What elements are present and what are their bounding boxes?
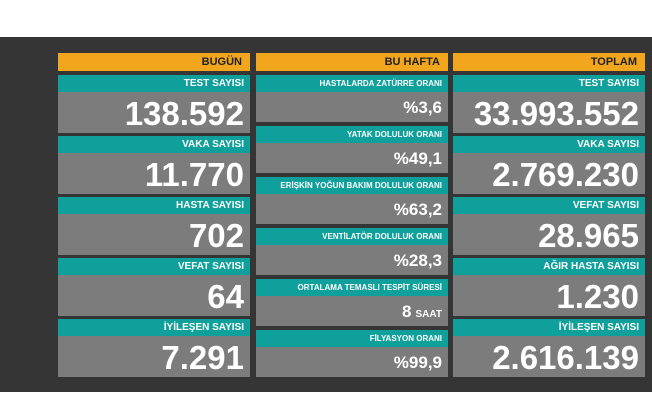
stat-label: VEFAT SAYISI [58,258,250,275]
value-text: %63,2 [393,200,442,219]
value-text: %28,3 [393,251,442,270]
stat-value: 64 [58,275,250,316]
stat-label: VAKA SAYISI [58,136,250,153]
stat-label: HASTA SAYISI [58,197,250,214]
column: BUGÜN TEST SAYISI 138.592 VAKA SAYISI 11.770… [58,53,250,380]
stat-value: 8 SAAT [256,296,448,326]
stat-label: İYİLEŞEN SAYISI [58,319,250,336]
stat-value: 28.965 [453,214,645,255]
column-header: BU HAFTA [256,53,448,71]
stat-label: ERİŞKİN YOĞUN BAKIM DOLULUK ORANI [256,177,448,194]
stat-value: %99,9 [256,347,448,377]
column: TOPLAM TEST SAYISI 33.993.552 VAKA SAYISI 2.… [453,53,645,380]
dashboard: BUGÜN TEST SAYISI 138.592 VAKA SAYISI 11.770… [0,37,652,392]
column-header: BUGÜN [58,53,250,71]
stat-value: 1.230 [453,275,645,316]
value-text: 2.616.139 [492,339,639,376]
stat-value: %28,3 [256,245,448,275]
stat-label: TEST SAYISI [453,75,645,92]
stat-value: 2.769.230 [453,153,645,194]
stat-value: 7.291 [58,336,250,377]
stat-value: 33.993.552 [453,92,645,133]
value-text: 64 [207,278,244,315]
stat-label: İYİLEŞEN SAYISI [453,319,645,336]
stat-label: AĞIR HASTA SAYISI [453,258,645,275]
stat-label: FİLYASYON ORANI [256,330,448,347]
stat-value: %49,1 [256,143,448,173]
value-text: 2.769.230 [492,156,639,193]
stat-label: VAKA SAYISI [453,136,645,153]
stat-value: %63,2 [256,194,448,224]
value-text: 28.965 [538,217,639,254]
stat-value: 11.770 [58,153,250,194]
value-text: %49,1 [393,149,442,168]
value-text: 33.993.552 [473,95,639,132]
value-unit: SAAT [415,309,442,320]
value-text: %3,6 [403,98,442,117]
stat-value: 702 [58,214,250,255]
stat-label: ORTALAMA TEMASLI TESPİT SÜRESİ [256,279,448,296]
stat-label: TEST SAYISI [58,75,250,92]
column-header: TOPLAM [453,53,645,71]
stat-value: 138.592 [58,92,250,133]
stat-label: VENTİLATÖR DOLULUK ORANI [256,228,448,245]
value-text: 1.230 [556,278,639,315]
stat-label: HASTALARDA ZATÜRRE ORANI [256,75,448,92]
stat-value: %3,6 [256,92,448,122]
value-text: 138.592 [124,95,244,132]
value-text: 702 [188,217,244,254]
stat-label: YATAK DOLULUK ORANI [256,126,448,143]
value-text: %99,9 [393,353,442,372]
stat-label: VEFAT SAYISI [453,197,645,214]
value-text: 7.291 [161,339,244,376]
column: BU HAFTA HASTALARDA ZATÜRRE ORANI %3,6 YATA… [256,53,448,381]
stat-value: 2.616.139 [453,336,645,377]
value-text: 8 [402,302,412,321]
value-text: 11.770 [144,156,244,193]
